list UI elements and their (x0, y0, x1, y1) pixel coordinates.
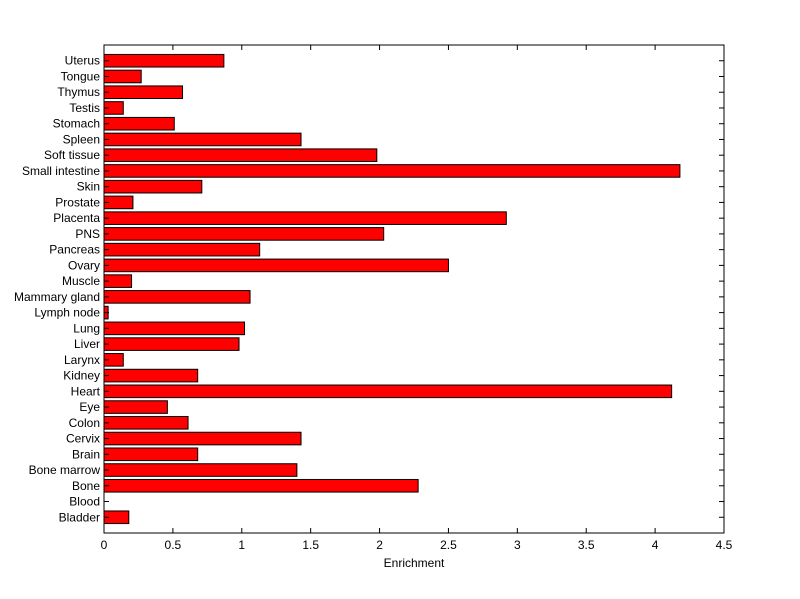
x-tick-label: 1 (238, 538, 245, 552)
y-tick-label-tongue: Tongue (61, 69, 101, 83)
bar-tongue (103, 69, 142, 84)
y-tick-label-pns: PNS (75, 227, 100, 241)
y-tick-label-skin: Skin (77, 180, 100, 194)
bars-group (103, 53, 681, 525)
y-tick-label-bone: Bone (72, 479, 100, 493)
bar-brain (103, 447, 199, 462)
bar-bone-marrow (103, 463, 298, 477)
y-tick-label-bone-marrow: Bone marrow (29, 463, 101, 477)
x-tick-label: 3.5 (578, 538, 595, 552)
y-tick-label-lymph-node: Lymph node (34, 306, 100, 320)
y-tick-label-spleen: Spleen (63, 132, 100, 146)
y-tick-label-lung: Lung (73, 321, 100, 335)
y-tick-label-colon: Colon (69, 416, 100, 430)
bar-small-intestine (103, 164, 681, 178)
plot-area (103, 44, 725, 534)
bar-skin (103, 179, 203, 194)
y-tick-label-stomach: Stomach (53, 117, 100, 131)
y-tick-label-eye: Eye (79, 400, 100, 414)
y-tick-label-pancreas: Pancreas (49, 243, 100, 257)
bar-heart (103, 384, 673, 399)
x-tick-label: 2.5 (440, 538, 457, 552)
y-tick-label-liver: Liver (74, 337, 100, 351)
x-tick-label: 3 (514, 538, 521, 552)
bar-liver (103, 337, 240, 351)
x-tick-label: 0.5 (165, 538, 182, 552)
x-tick-label: 0 (101, 538, 108, 552)
y-tick-label-kidney: Kidney (63, 369, 100, 383)
y-tick-label-bladder: Bladder (59, 510, 100, 524)
y-tick-label-small-intestine: Small intestine (22, 164, 100, 178)
y-tick-label-placenta: Placenta (53, 211, 100, 225)
bar-ovary (103, 258, 449, 273)
y-tick-label-larynx: Larynx (64, 353, 100, 367)
y-tick-label-heart: Heart (71, 384, 101, 398)
bar-thymus (103, 85, 184, 100)
bar-uterus (103, 53, 225, 68)
y-tick-label-cervix: Cervix (66, 432, 100, 446)
bar-stomach (103, 116, 175, 131)
x-ticks-group: 0 0.5 1 1.5 2 2.5 3 3.5 4 4.5 (101, 45, 733, 552)
bar-colon (103, 416, 189, 430)
x-axis-title: Enrichment (384, 556, 445, 570)
y-tick-label-prostate: Prostate (55, 195, 100, 209)
y-tick-label-ovary: Ovary (68, 258, 100, 272)
bar-placenta (103, 211, 507, 225)
bar-soft-tissue (103, 148, 378, 162)
bar-kidney (103, 368, 199, 383)
bar-pancreas (103, 242, 261, 257)
x-tick-label: 2 (376, 538, 383, 552)
bar-cervix (103, 431, 302, 446)
bar-spleen (103, 132, 302, 147)
y-tick-label-uterus: Uterus (65, 54, 100, 68)
y-tick-label-thymus: Thymus (57, 85, 100, 99)
bar-lung (103, 321, 246, 336)
y-tick-label-muscle: Muscle (62, 274, 100, 288)
bar-bone (103, 478, 419, 493)
y-tick-label-blood: Blood (69, 495, 100, 509)
x-tick-label: 4.5 (716, 538, 733, 552)
y-tick-label-soft-tissue: Soft tissue (44, 148, 100, 162)
bar-mammary-gland (103, 290, 251, 304)
x-tick-label: 1.5 (302, 538, 319, 552)
bar-eye (103, 400, 168, 414)
x-tick-label: 4 (652, 538, 659, 552)
y-tick-label-mammary-gland: Mammary gland (14, 290, 100, 304)
y-tick-label-testis: Testis (69, 101, 100, 115)
bar-pns (103, 227, 385, 241)
y-tick-label-brain: Brain (72, 447, 100, 461)
